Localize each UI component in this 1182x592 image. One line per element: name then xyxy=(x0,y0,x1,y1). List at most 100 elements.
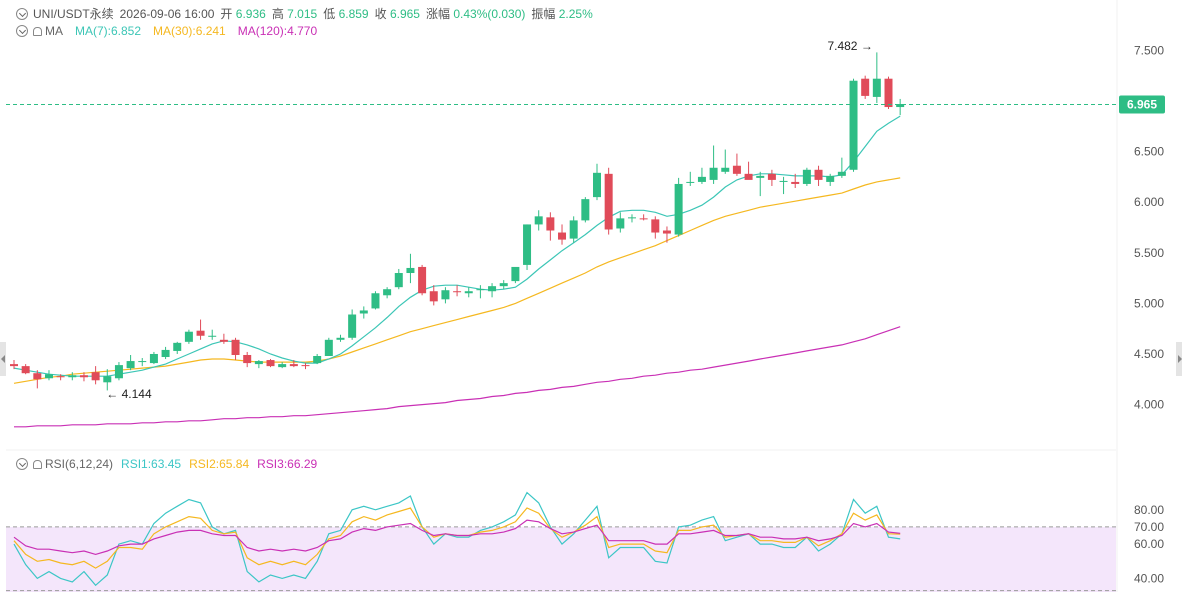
candle-body xyxy=(616,218,625,229)
high-annotation: 7.482 → xyxy=(827,39,872,53)
candle-body xyxy=(184,331,193,342)
candle-body xyxy=(861,78,870,96)
candle-body xyxy=(219,339,228,342)
ma7-legend: MA(7):6.852 xyxy=(75,24,142,38)
candle-body xyxy=(371,293,380,309)
candle-body xyxy=(44,374,53,379)
candle-body xyxy=(126,361,135,369)
price-tick-label: 7.500 xyxy=(1134,43,1164,57)
low-label: 低 xyxy=(323,7,336,21)
candle-body xyxy=(569,220,578,239)
candle-body xyxy=(324,339,333,356)
candle-body xyxy=(488,286,497,292)
candle-body xyxy=(138,361,147,363)
price-tick-label: 4.500 xyxy=(1134,347,1164,361)
candle-body xyxy=(103,376,112,383)
candle-body xyxy=(499,283,508,287)
candle-body xyxy=(406,267,415,274)
ma-legend: MA MA(7):6.852 MA(30):6.241 MA(120):4.77… xyxy=(16,24,317,38)
price-tick-label: 6.500 xyxy=(1134,145,1164,159)
candle-body xyxy=(91,372,100,381)
rsi-tick-label: 60.00 xyxy=(1134,537,1164,551)
rsi-collapse-chevron-icon[interactable] xyxy=(16,458,28,470)
rsi-line-rsi3 xyxy=(13,519,901,556)
open-label: 开 xyxy=(220,7,233,21)
candle-body xyxy=(837,171,846,176)
candle-body xyxy=(196,330,205,336)
candle-body xyxy=(336,337,345,340)
candle-body xyxy=(453,291,462,293)
rsi-tick-label: 70.00 xyxy=(1134,520,1164,534)
rsi1-legend: RSI1:63.45 xyxy=(121,457,182,471)
candle-body xyxy=(79,375,88,378)
alert-bell-icon[interactable] xyxy=(33,26,42,36)
open-value: 6.936 xyxy=(235,6,266,21)
candle-body xyxy=(709,167,718,180)
candle-body xyxy=(604,173,613,230)
candle-body xyxy=(756,175,765,178)
candle-body xyxy=(56,376,65,378)
candle-body xyxy=(476,289,485,291)
current-price-label: 6.965 xyxy=(1127,98,1157,112)
candle-body xyxy=(208,335,217,337)
scroll-left-arrow-icon[interactable] xyxy=(0,342,6,376)
candle-body xyxy=(814,169,823,180)
candle-body xyxy=(383,289,392,296)
candle-body xyxy=(289,364,298,367)
candle-body xyxy=(546,217,555,231)
low-value: 6.859 xyxy=(338,6,369,21)
rsi-line-rsi1 xyxy=(13,491,901,587)
candle-body xyxy=(826,175,835,182)
ma30-legend: MA(30):6.241 xyxy=(153,24,226,38)
candle-body xyxy=(651,219,660,233)
ma120-legend: MA(120):4.770 xyxy=(237,24,318,38)
candle-body xyxy=(278,364,287,368)
amplitude-value: 2.25% xyxy=(558,6,593,21)
price-tick-label: 5.000 xyxy=(1134,296,1164,310)
candle-body xyxy=(301,365,310,367)
close-label: 收 xyxy=(374,7,387,21)
candle-body xyxy=(418,266,427,294)
price-tick-label: 4.000 xyxy=(1134,398,1164,412)
candle-body xyxy=(639,218,648,220)
candle-body xyxy=(534,216,543,225)
candle-body xyxy=(394,273,403,288)
rsi-tick-label: 40.00 xyxy=(1134,571,1164,585)
candle-body xyxy=(243,354,252,364)
datetime-label: 2026-09-06 16:00 xyxy=(119,6,215,21)
ma-label: MA xyxy=(45,24,63,38)
candle-body xyxy=(231,339,240,355)
candle-body xyxy=(872,78,881,97)
candle-body xyxy=(802,169,811,184)
low-annotation: ← 4.144 xyxy=(106,387,152,401)
candle-body xyxy=(674,183,683,235)
candle-body xyxy=(581,199,590,221)
close-value: 6.965 xyxy=(389,6,420,21)
price-tick-label: 5.500 xyxy=(1134,246,1164,260)
scroll-right-arrow-icon[interactable] xyxy=(1176,342,1182,376)
ma-collapse-chevron-icon[interactable] xyxy=(16,25,28,37)
candle-body xyxy=(68,375,77,378)
rsi3-legend: RSI3:66.29 xyxy=(257,457,318,471)
ma120-line xyxy=(14,326,901,428)
ma30-line xyxy=(13,177,901,384)
candle-body xyxy=(686,181,695,183)
rsi-label: RSI(6,12,24) xyxy=(45,457,114,471)
candle-body xyxy=(593,172,601,198)
collapse-chevron-icon[interactable] xyxy=(16,7,28,20)
candle-body xyxy=(359,310,368,314)
candle-body xyxy=(254,361,263,365)
rsi2-legend: RSI2:65.84 xyxy=(189,457,250,471)
candle-body xyxy=(441,290,450,300)
rsi-alert-bell-icon[interactable] xyxy=(33,459,42,469)
candle-body xyxy=(266,360,275,367)
rsi-legend: RSI(6,12,24) RSI1:63.45 RSI2:65.84 RSI3:… xyxy=(16,457,317,471)
candle-body xyxy=(791,181,800,184)
candle-body xyxy=(558,232,567,240)
candle-body xyxy=(21,366,30,374)
rsi-tick-label: 80.00 xyxy=(1134,503,1164,517)
amplitude-label: 振幅 xyxy=(531,7,556,21)
